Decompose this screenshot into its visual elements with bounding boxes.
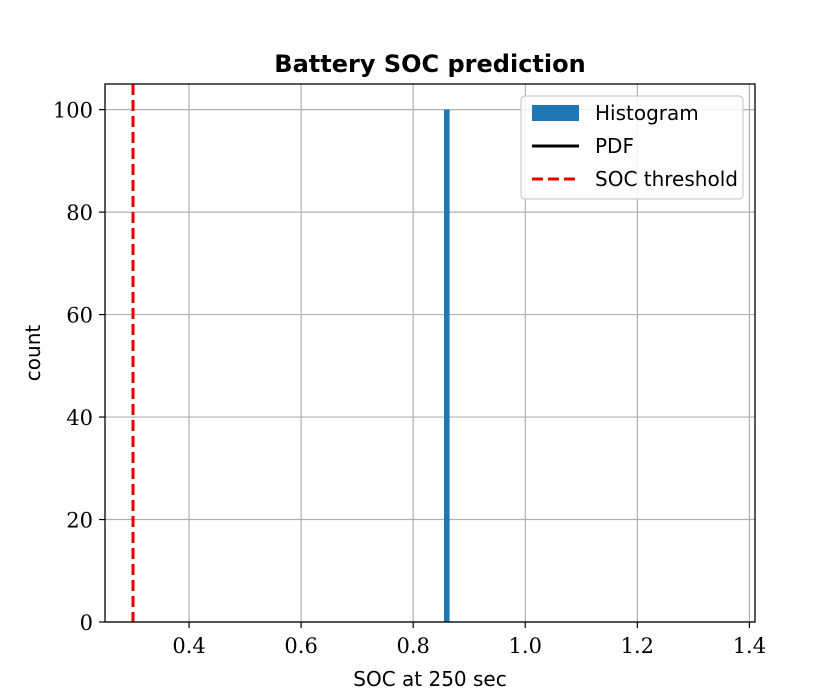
y-tick-label: 60 <box>66 304 93 328</box>
legend-label: SOC threshold <box>595 167 738 191</box>
legend-box <box>520 95 744 200</box>
x-tick-label: 0.6 <box>284 634 317 658</box>
y-tick-label: 20 <box>66 509 93 533</box>
y-tick-label: 40 <box>66 406 93 430</box>
y-tick-label: 100 <box>53 99 93 123</box>
y-tick-label: 80 <box>66 201 93 225</box>
x-tick-label: 1.0 <box>509 634 542 658</box>
x-tick-label: 0.8 <box>396 634 429 658</box>
histogram-bar <box>444 109 450 623</box>
plot-frame <box>104 83 756 623</box>
legend-label: PDF <box>595 134 634 158</box>
y-axis-label: count <box>21 325 45 382</box>
chart-title: Battery SOC prediction <box>274 50 585 78</box>
x-axis-label: SOC at 250 sec <box>353 667 506 691</box>
ticks: 0.4 0.6 0.8 1.0 1.2 1.4 0 20 40 60 80 100 <box>53 99 766 658</box>
x-tick-label: 0.4 <box>172 634 205 658</box>
legend-swatch-histogram <box>532 105 579 121</box>
legend: Histogram PDF SOC threshold <box>520 95 744 200</box>
legend-label: Histogram <box>595 101 699 125</box>
x-tick-label: 1.2 <box>621 634 654 658</box>
x-tick-label: 1.4 <box>733 634 766 658</box>
y-tick-label: 0 <box>80 611 93 635</box>
plot-data <box>131 84 450 623</box>
